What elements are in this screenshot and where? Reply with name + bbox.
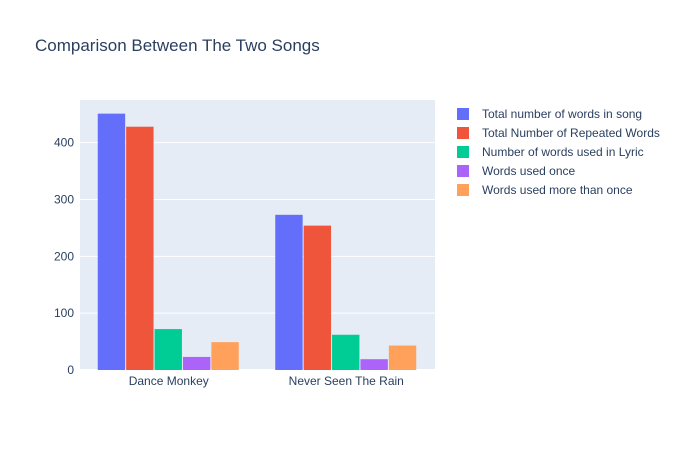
legend-swatch	[457, 184, 469, 196]
x-tick-label: Never Seen The Rain	[289, 374, 404, 388]
legend-swatch	[457, 108, 469, 120]
bar-number-of-words-used-in-lyric-0	[154, 329, 182, 370]
bar-total-number-of-repeated-words-0	[126, 126, 154, 370]
bar-number-of-words-used-in-lyric-1	[332, 334, 360, 370]
legend-item[interactable]: Total number of words in song	[457, 107, 642, 121]
x-axis-ticks: Dance Monkey Never Seen The Rain	[129, 374, 404, 388]
y-tick-label: 300	[54, 192, 74, 206]
legend-item[interactable]: Words used once	[457, 164, 575, 178]
bar-words-used-more-than-once-0	[211, 342, 239, 370]
legend-swatch	[457, 146, 469, 158]
y-tick-label: 0	[67, 363, 74, 377]
bar-total-number-of-words-in-song-1	[275, 214, 303, 370]
y-axis-ticks: 0 100 200 300 400	[54, 136, 74, 377]
legend-label: Total Number of Repeated Words	[482, 126, 660, 140]
bar-words-used-more-than-once-1	[388, 345, 417, 370]
legend-swatch	[457, 165, 469, 177]
y-tick-label: 200	[54, 249, 74, 263]
chart-title: Comparison Between The Two Songs	[35, 36, 320, 55]
x-tick-label: Dance Monkey	[129, 374, 209, 388]
legend-item[interactable]: Number of words used in Lyric	[457, 145, 644, 159]
legend-item[interactable]: Words used more than once	[457, 183, 633, 197]
legend: Total number of words in song Total Numbe…	[457, 107, 660, 197]
bar-total-number-of-words-in-song-0	[97, 113, 126, 371]
legend-label: Words used once	[482, 164, 575, 178]
legend-label: Total number of words in song	[482, 107, 642, 121]
bar-words-used-once-1	[360, 359, 388, 370]
legend-label: Words used more than once	[482, 183, 633, 197]
bars	[97, 113, 417, 371]
legend-label: Number of words used in Lyric	[482, 145, 644, 159]
legend-swatch	[457, 127, 469, 139]
y-tick-label: 100	[54, 306, 74, 320]
bar-words-used-once-0	[182, 356, 211, 370]
legend-item[interactable]: Total Number of Repeated Words	[457, 126, 660, 140]
y-tick-label: 400	[54, 136, 74, 150]
bar-total-number-of-repeated-words-1	[303, 225, 332, 370]
